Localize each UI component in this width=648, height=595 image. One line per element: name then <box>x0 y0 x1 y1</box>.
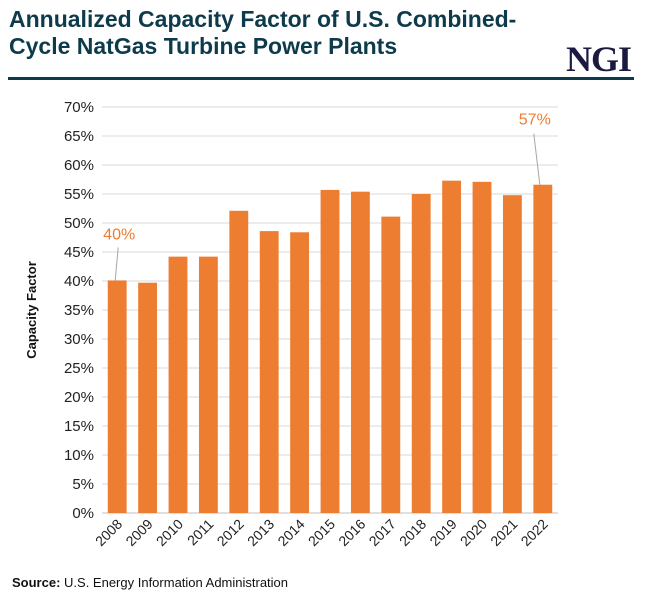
y-tick-label: 70% <box>64 99 94 116</box>
bar-2020 <box>472 181 492 513</box>
bar-2013 <box>259 231 279 513</box>
bar-2019 <box>442 180 462 513</box>
data-label-2022: 57% <box>519 112 551 129</box>
source-label: Source: <box>12 575 61 590</box>
bar-2016 <box>350 191 370 513</box>
y-tick-label: 0% <box>72 505 94 522</box>
y-tick-label: 20% <box>64 389 94 406</box>
bar-2017 <box>381 216 401 513</box>
y-tick-label: 10% <box>64 447 94 464</box>
source-note: Source: U.S. Energy Information Administ… <box>12 575 288 590</box>
x-tick-label: 2015 <box>305 516 338 549</box>
bar-2011 <box>198 256 218 513</box>
bar-2015 <box>320 189 340 513</box>
x-tick-label: 2019 <box>426 516 459 549</box>
y-tick-label: 40% <box>64 273 94 290</box>
x-tick-label: 2020 <box>457 516 490 549</box>
bar-2018 <box>411 194 431 513</box>
y-tick-label: 35% <box>64 302 94 319</box>
ngi-logo: NGI <box>566 39 632 79</box>
x-tick-label: 2021 <box>487 516 520 549</box>
x-tick-label: 2016 <box>335 516 368 549</box>
y-tick-label: 25% <box>64 360 94 377</box>
x-tick-label: 2018 <box>396 516 429 549</box>
bar-2022 <box>533 184 553 513</box>
bar-2014 <box>290 232 310 513</box>
y-tick-label: 50% <box>64 215 94 232</box>
x-tick-label: 2013 <box>244 516 277 549</box>
bar-2012 <box>229 210 249 513</box>
x-tick-label: 2017 <box>366 516 399 549</box>
y-tick-label: 30% <box>64 331 94 348</box>
chart-title: Annualized Capacity Factor of U.S. Combi… <box>9 6 517 59</box>
bar-2008 <box>107 280 127 513</box>
source-text: U.S. Energy Information Administration <box>64 575 289 590</box>
bar-2009 <box>138 282 158 513</box>
y-tick-label: 15% <box>64 418 94 435</box>
x-tick-label: 2009 <box>122 516 155 549</box>
annotation-leader <box>114 247 119 281</box>
x-tick-label: 2022 <box>518 516 551 549</box>
y-axis-label: Capacity Factor <box>24 261 39 359</box>
y-tick-label: 60% <box>64 157 94 174</box>
y-tick-label: 45% <box>64 244 94 261</box>
y-tick-label: 65% <box>64 128 94 145</box>
x-tick-label: 2012 <box>214 516 247 549</box>
x-tick-label: 2008 <box>92 516 125 549</box>
bar-2010 <box>168 256 188 513</box>
x-tick-label: 2010 <box>153 516 186 549</box>
x-tick-label: 2014 <box>274 516 307 549</box>
title-divider <box>8 77 634 80</box>
data-label-2008: 40% <box>103 226 135 243</box>
bar-2021 <box>502 195 522 513</box>
x-tick-label: 2011 <box>184 516 217 549</box>
y-tick-label: 5% <box>72 476 94 493</box>
annotation-leader <box>533 133 541 185</box>
y-tick-label: 55% <box>64 186 94 203</box>
